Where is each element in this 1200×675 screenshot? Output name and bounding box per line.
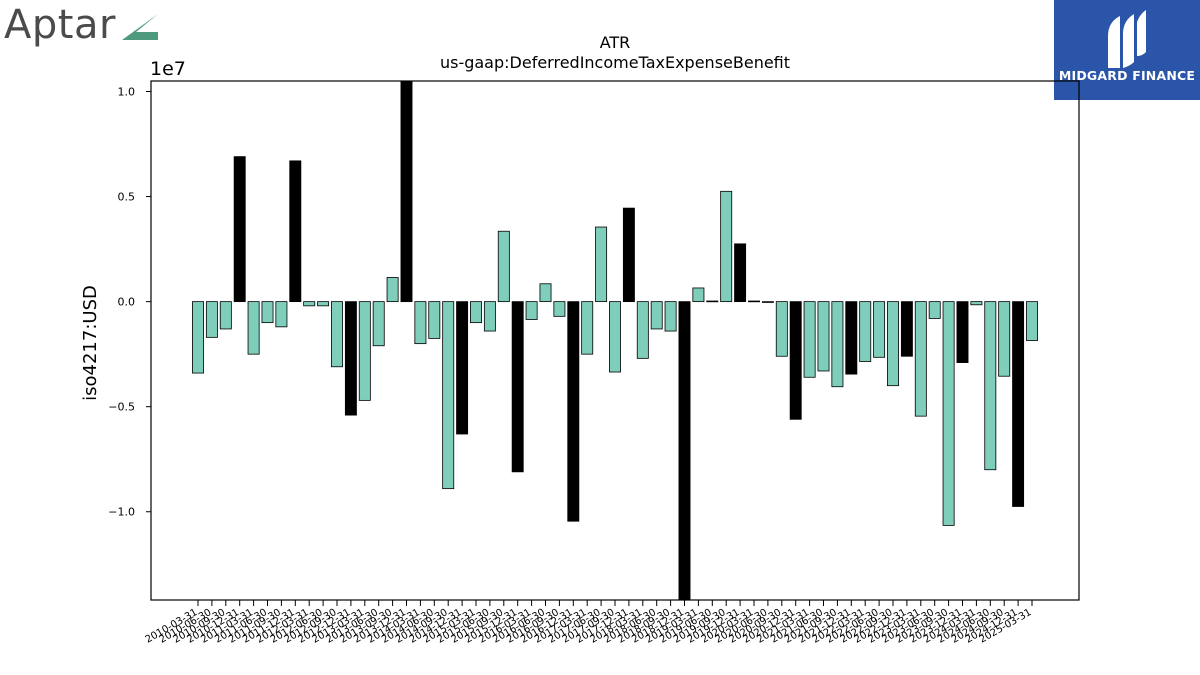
- bar-2016-12-31: [567, 301, 580, 522]
- bar-2019-03-31: [692, 287, 705, 303]
- bar-2021-06-30: [817, 301, 830, 372]
- bar-2021-03-31: [803, 301, 816, 378]
- bar-2023-06-30: [928, 301, 941, 319]
- bar-2022-09-30: [887, 301, 899, 387]
- bar-2022-12-31: [900, 301, 913, 357]
- bar-2025-03-31: [1026, 301, 1038, 341]
- bar-2011-09-30: [275, 301, 288, 328]
- bar-2018-09-30: [664, 301, 677, 332]
- bar-2018-06-30: [650, 301, 663, 330]
- x-axis: 2010-03-312010-06-302010-09-302010-12-31…: [144, 600, 1034, 646]
- bar-2012-09-30: [331, 301, 343, 368]
- bar-2013-12-31: [400, 80, 413, 303]
- watermark-logo-icon: [1108, 10, 1146, 68]
- chart-title: ATR: [600, 33, 631, 52]
- bar-2013-03-31: [358, 301, 371, 401]
- bar-2023-03-31: [914, 301, 927, 417]
- bar-2024-06-30: [984, 301, 997, 471]
- bar-2015-09-30: [497, 230, 510, 303]
- bar-2023-09-30: [942, 301, 955, 526]
- bar-2012-12-31: [344, 301, 357, 416]
- bar-2020-06-30: [761, 301, 774, 303]
- chart-subtitle: us-gaap:DeferredIncomeTaxExpenseBenefit: [440, 53, 790, 72]
- bar-2013-06-30: [372, 301, 385, 347]
- bar-2014-09-30: [442, 301, 455, 490]
- bar-2020-09-30: [775, 301, 788, 357]
- bar-2015-12-31: [511, 301, 524, 473]
- bar-2012-06-30: [317, 301, 330, 307]
- bar-2019-09-30: [720, 190, 733, 303]
- bar-2024-09-30: [998, 301, 1011, 377]
- bar-2017-03-31: [581, 301, 594, 355]
- bar-2011-12-31: [289, 160, 302, 303]
- plot-frame: [150, 80, 1080, 601]
- bar-2020-12-31: [789, 301, 802, 420]
- bar-2014-12-31: [456, 301, 469, 435]
- bar-2021-12-31: [845, 301, 858, 375]
- brand-logo: Aptar: [4, 2, 160, 48]
- bar-2016-03-31: [525, 301, 538, 320]
- y-tick-label: 0.0: [118, 296, 136, 309]
- bar-2019-12-31: [734, 243, 747, 303]
- bar-2011-06-30: [261, 301, 274, 324]
- bar-2015-03-31: [470, 301, 482, 324]
- y-tick-label: −0.5: [108, 401, 135, 414]
- bar-2024-12-31: [1012, 301, 1025, 507]
- bars: [192, 80, 1038, 601]
- y-axis-label: iso4217:USD: [80, 285, 101, 401]
- y-axis-offset-label: 1e7: [150, 58, 186, 80]
- watermark: MIDGARD FINANCE: [1054, 0, 1200, 100]
- bar-2013-09-30: [386, 277, 399, 303]
- bar-2021-09-30: [831, 301, 844, 388]
- bar-2020-03-31: [748, 300, 760, 303]
- y-tick-label: −1.0: [108, 506, 135, 519]
- bar-2012-03-31: [303, 301, 316, 307]
- y-axis: −1.0 −0.5 0.0 0.5 1.0: [108, 86, 151, 519]
- logo-text: Aptar: [4, 2, 116, 48]
- bar-2014-03-31: [414, 301, 427, 345]
- logo-mark-icon: [121, 14, 158, 40]
- bar-2019-06-30: [706, 300, 719, 303]
- watermark-text: MIDGARD FINANCE: [1058, 68, 1196, 83]
- bar-2010-09-30: [219, 301, 232, 330]
- bar-2022-06-30: [873, 301, 886, 358]
- bar-2018-03-31: [636, 301, 649, 359]
- bar-2024-03-31: [970, 301, 983, 306]
- bar-2017-12-31: [622, 207, 635, 303]
- bar-2018-12-31: [678, 301, 691, 601]
- bar-2016-06-30: [539, 283, 552, 303]
- bar-2022-03-31: [859, 301, 872, 362]
- bar-2023-12-31: [956, 301, 969, 363]
- bar-2017-09-30: [609, 301, 621, 373]
- bar-2010-06-30: [205, 301, 218, 338]
- bar-2011-03-31: [247, 301, 260, 355]
- bar-2015-06-30: [483, 301, 496, 332]
- bar-2010-12-31: [233, 156, 246, 303]
- bar-2016-09-30: [553, 301, 566, 317]
- bar-2010-03-31: [192, 301, 204, 374]
- y-tick-label: 1.0: [118, 86, 136, 99]
- y-tick-label: 0.5: [118, 191, 136, 204]
- bar-2017-06-30: [595, 226, 608, 303]
- bar-2014-06-30: [428, 301, 441, 339]
